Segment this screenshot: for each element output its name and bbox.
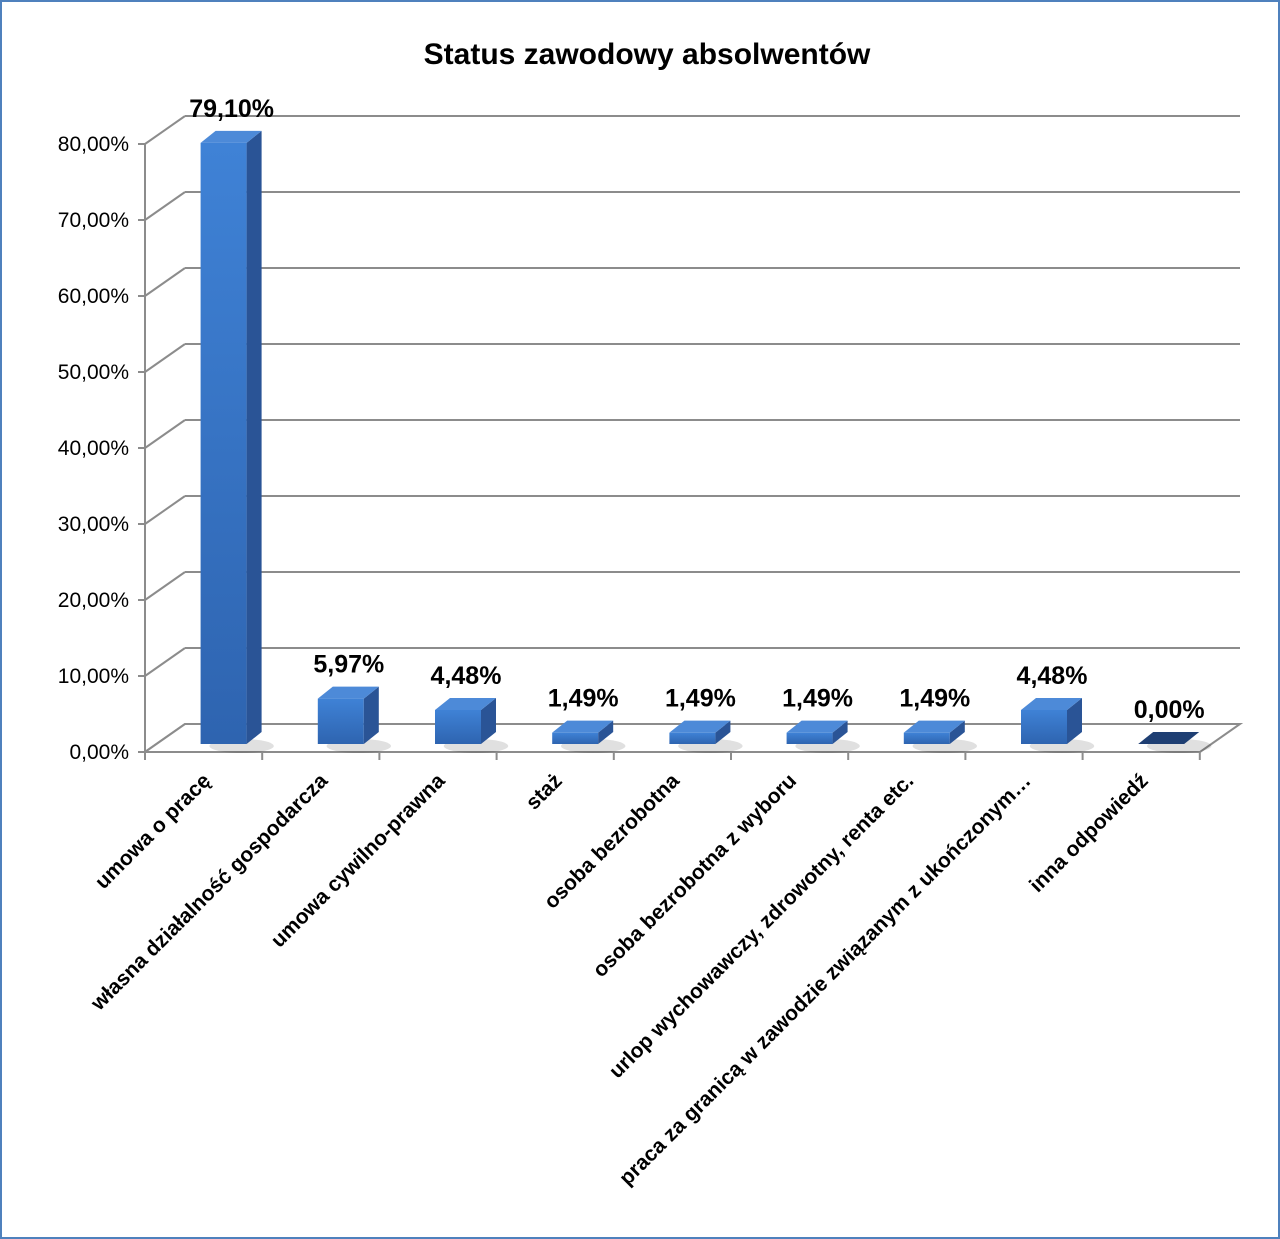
bar-front bbox=[200, 142, 247, 745]
bar-top bbox=[435, 697, 496, 710]
bars bbox=[200, 130, 1212, 753]
y-tick-label: 0,00% bbox=[69, 741, 129, 764]
x-tick-label: inna odpowiedź bbox=[1025, 769, 1153, 897]
bar-side bbox=[715, 720, 731, 744]
bar-side bbox=[481, 697, 496, 744]
y-tick-label: 50,00% bbox=[58, 361, 129, 384]
gridline-side bbox=[144, 647, 186, 677]
bar-1 bbox=[200, 130, 274, 753]
bar-top bbox=[552, 720, 614, 733]
bar-front bbox=[552, 732, 599, 744]
bar-top bbox=[903, 720, 965, 733]
y-tick-label: 70,00% bbox=[58, 209, 129, 232]
y-tick-label: 80,00% bbox=[58, 133, 129, 156]
data-label: 1,49% bbox=[782, 685, 853, 713]
gridlines bbox=[144, 115, 1240, 753]
bar-side bbox=[1067, 697, 1082, 744]
y-tick-label: 10,00% bbox=[58, 665, 129, 688]
bar-side bbox=[246, 130, 262, 745]
bar-2 bbox=[317, 686, 391, 753]
data-label: 1,49% bbox=[548, 685, 619, 713]
x-tick-label: praca za granicą w zawodzie związanym z … bbox=[615, 769, 1036, 1190]
x-tick-label: staż bbox=[522, 769, 567, 814]
data-label: 4,48% bbox=[1017, 662, 1088, 690]
bar-top bbox=[786, 720, 848, 733]
y-axis-ticks: 0,00% 10,00% 20,00% 30,00% 40,00% 50,00% 60,00… bbox=[58, 133, 129, 764]
bar-6 bbox=[786, 720, 860, 753]
bar-side bbox=[598, 720, 614, 744]
bar-top bbox=[1138, 732, 1200, 744]
gridline-side bbox=[144, 343, 186, 373]
gridline-side bbox=[144, 571, 186, 601]
bar-front bbox=[435, 709, 481, 744]
data-label: 79,10% bbox=[189, 95, 274, 123]
bar-7 bbox=[903, 720, 977, 753]
bar-side bbox=[363, 686, 379, 744]
gridline-side bbox=[144, 419, 186, 449]
bar-8 bbox=[1021, 697, 1095, 753]
y-tick-label: 40,00% bbox=[58, 437, 129, 460]
x-tick-label: własna działalność gospodarcza bbox=[86, 769, 333, 1016]
y-tick-label: 20,00% bbox=[58, 589, 129, 612]
y-tick-label: 30,00% bbox=[58, 513, 129, 536]
y-tick-label: 60,00% bbox=[58, 285, 129, 308]
bar-front bbox=[669, 732, 716, 744]
bar-top bbox=[1021, 697, 1082, 710]
bar-front bbox=[786, 732, 833, 744]
bar-front bbox=[317, 698, 364, 744]
data-label: 5,97% bbox=[313, 651, 384, 679]
data-label: 4,48% bbox=[431, 662, 502, 690]
bar-3 bbox=[435, 697, 509, 753]
bar-9 bbox=[1138, 732, 1212, 753]
data-label: 1,49% bbox=[665, 685, 736, 713]
gridline-side bbox=[144, 267, 186, 297]
gridline-side bbox=[144, 495, 186, 525]
x-tick-label: osoba bezrobotna z wyboru bbox=[589, 769, 802, 982]
data-labels: 79,10% 5,97% 4,48% 1,49% 1,49% 1,49% 1,49% 4,48… bbox=[189, 95, 1204, 724]
gridline-side bbox=[144, 115, 186, 145]
bar-side bbox=[832, 720, 848, 744]
bar-side bbox=[949, 720, 965, 744]
bar-front bbox=[903, 732, 950, 744]
data-label: 0,00% bbox=[1134, 696, 1205, 724]
data-label: 1,49% bbox=[899, 685, 970, 713]
gridline-side bbox=[144, 191, 186, 221]
bar-front bbox=[1021, 709, 1067, 744]
bar-5 bbox=[669, 720, 743, 753]
chart-title: Status zawodowy absolwentów bbox=[424, 38, 871, 71]
x-tick-label: umowa o pracę bbox=[91, 769, 215, 893]
bar-top bbox=[317, 686, 379, 699]
bar-4 bbox=[552, 720, 626, 753]
bar-top bbox=[669, 720, 731, 733]
bar-top bbox=[200, 130, 262, 143]
